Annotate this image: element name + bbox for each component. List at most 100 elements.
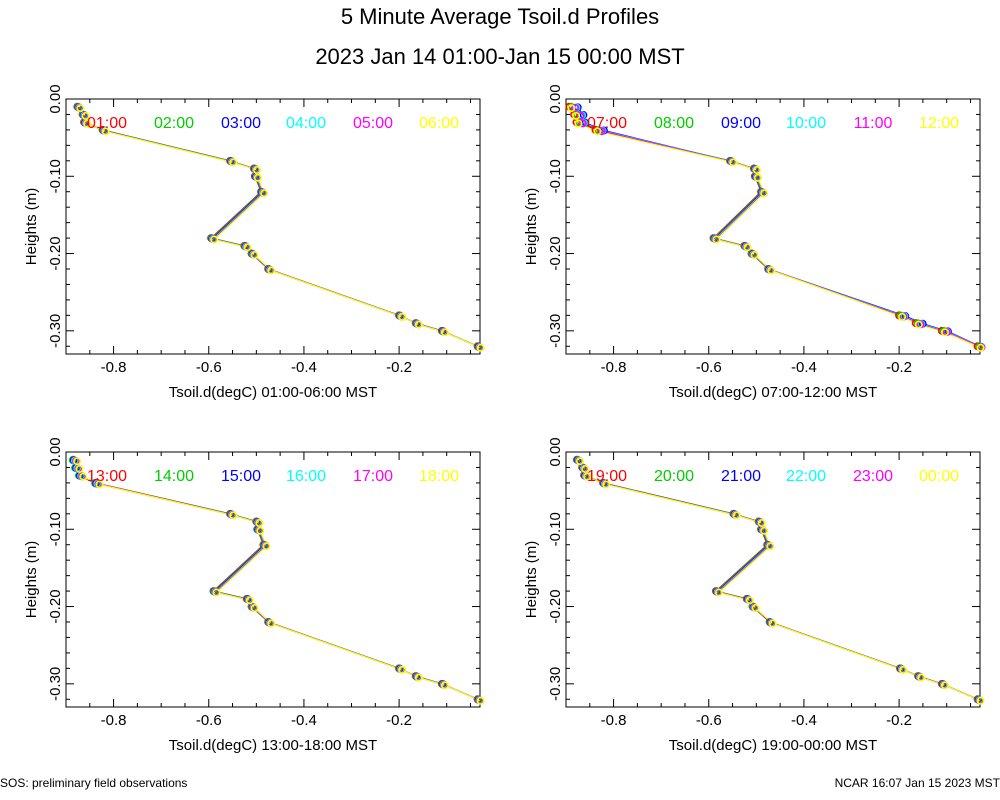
series-point: [267, 266, 276, 275]
series-point: [260, 189, 269, 198]
series-point: [255, 519, 264, 528]
series-line-23:00: [578, 460, 981, 702]
x-tick-label: -0.8: [601, 712, 627, 729]
legend-entry: 04:00: [286, 115, 326, 132]
series-point: [262, 542, 271, 551]
x-tick-label: -0.6: [696, 359, 722, 376]
x-axis-label: Tsoil.d(degC) 19:00-00:00 MST: [669, 737, 877, 754]
legend-entry: 05:00: [353, 115, 393, 132]
series-point: [768, 619, 777, 628]
series-point: [95, 480, 104, 489]
legend-entry: 16:00: [286, 468, 326, 485]
series-point: [243, 243, 252, 252]
x-tick-label: -0.4: [791, 359, 817, 376]
x-tick-label: -0.4: [291, 712, 317, 729]
series-line-11:00: [574, 107, 982, 349]
legend-entry: 07:00: [587, 115, 627, 132]
series-point: [766, 542, 775, 551]
series-point: [73, 457, 82, 466]
series-point: [760, 189, 769, 198]
series-point: [210, 235, 219, 244]
legend-entry: 15:00: [221, 468, 261, 485]
x-tick-label: -0.6: [196, 359, 222, 376]
series-point: [753, 173, 762, 182]
y-tick-label: -0.30: [547, 314, 564, 348]
series-point: [256, 526, 265, 535]
footer-timestamp: NCAR 16:07 Jan 15 2023 MST: [834, 776, 1000, 790]
plot-frame: [565, 451, 981, 708]
series-point: [245, 596, 254, 605]
series-line-03:00: [78, 106, 480, 348]
x-axis-label: Tsoil.d(degC) 01:00-06:00 MST: [169, 384, 377, 401]
legend-entry: 19:00: [587, 468, 627, 485]
legend-entry: 12:00: [919, 115, 959, 132]
x-tick-label: -0.4: [291, 359, 317, 376]
series-line-06:00: [79, 107, 481, 349]
series-point: [250, 604, 259, 613]
series-point: [81, 111, 90, 120]
legend-entry: 14:00: [154, 468, 194, 485]
series-point: [940, 681, 949, 690]
series-point: [712, 235, 721, 244]
series-point: [898, 312, 907, 321]
series-point: [757, 519, 766, 528]
series-point: [743, 243, 752, 252]
x-tick-label: -0.8: [101, 712, 127, 729]
series-point: [714, 588, 723, 597]
y-tick-label: -0.20: [547, 236, 564, 270]
series-point: [252, 166, 261, 175]
x-tick-label: -0.8: [601, 359, 627, 376]
series-line-20:00: [577, 459, 979, 701]
series-point: [83, 119, 92, 128]
series-line-22:00: [578, 460, 980, 701]
series-point: [575, 457, 584, 466]
footer-note: SOS: preliminary field observations: [0, 776, 188, 790]
legend-entry: 08:00: [654, 115, 694, 132]
legend-entry: 01:00: [87, 115, 127, 132]
legend-entry: 10:00: [786, 115, 826, 132]
y-tick-label: -0.30: [547, 667, 564, 701]
series-point: [976, 696, 985, 705]
series-point: [917, 673, 926, 682]
x-tick-label: -0.2: [386, 712, 412, 729]
series-point: [229, 158, 238, 167]
y-tick-label: -0.10: [47, 159, 64, 193]
legend-entry: 13:00: [87, 468, 127, 485]
y-axis-label: Heights (m): [23, 188, 40, 266]
y-tick-label: -0.20: [47, 236, 64, 270]
series-point: [729, 158, 738, 167]
series-line-09:00: [577, 106, 982, 348]
y-tick-label: -0.20: [547, 589, 564, 623]
series-point: [940, 328, 949, 337]
series-point: [440, 681, 449, 690]
legend-entry: 18:00: [419, 468, 459, 485]
panel-4: -0.8 -0.6 -0.4 -0.2 0.00 -0.10 -0.20 -0.30 Tsoil…: [523, 437, 985, 754]
series-point: [253, 173, 262, 182]
series-point: [440, 328, 449, 337]
x-tick-label: -0.2: [386, 359, 412, 376]
series-point: [476, 696, 485, 705]
series-point: [597, 127, 606, 136]
legend-entry: 23:00: [853, 468, 893, 485]
series-line-00:00: [579, 460, 981, 702]
series-point: [76, 104, 85, 113]
series-line-07:00: [568, 106, 978, 347]
legend-entry: 02:00: [154, 115, 194, 132]
series-line-08:00: [570, 106, 980, 348]
series-point: [414, 673, 423, 682]
x-axis-label: Tsoil.d(degC) 07:00-12:00 MST: [669, 384, 877, 401]
series-line-18:00: [76, 461, 481, 702]
series-point: [767, 266, 776, 275]
legend-entry: 20:00: [654, 468, 694, 485]
legend-entry: 00:00: [919, 468, 959, 485]
plot-frame: [65, 98, 481, 355]
series-line-01:00: [76, 106, 478, 347]
y-tick-label: -0.10: [547, 159, 564, 193]
series-point: [267, 619, 276, 628]
y-axis-label: Heights (m): [23, 541, 40, 619]
series-point: [899, 665, 908, 674]
legend-entry: 11:00: [854, 115, 893, 132]
panel-2: -0.8 -0.6 -0.4 -0.2 0.00 -0.10 -0.20 -0.30 Tsoil…: [523, 84, 986, 401]
y-tick-label: -0.30: [47, 667, 64, 701]
